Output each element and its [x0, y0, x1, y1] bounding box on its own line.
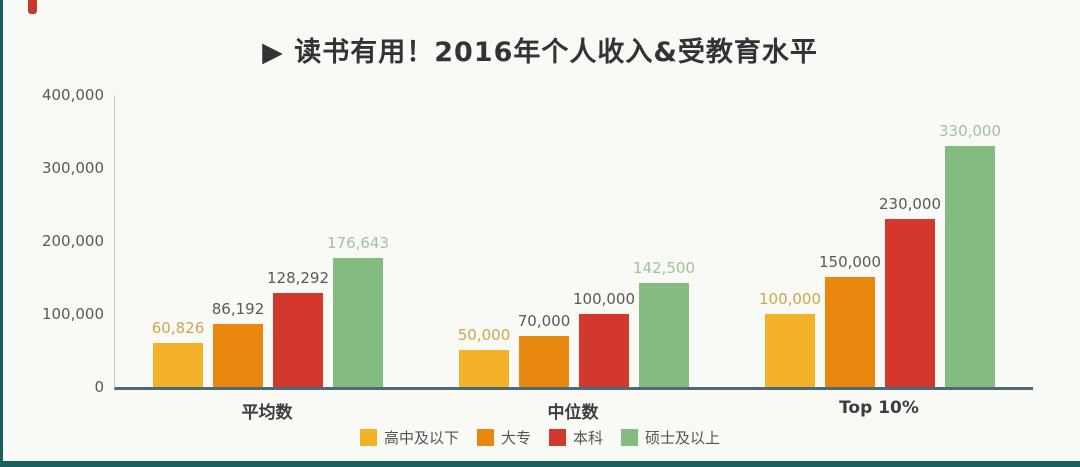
left-border-accent [0, 0, 3, 467]
legend-label: 本科 [573, 429, 604, 447]
y-axis: 400,000 300,000 200,000 100,000 0 [0, 86, 104, 396]
bar-高中及以下: 60,826 [152, 319, 204, 387]
bar-group: 50,000 70,000 100,000 142,500 [421, 95, 727, 387]
bar-硕士及以上: 330,000 [939, 122, 1001, 387]
legend-swatch [476, 429, 494, 446]
bar-本科: 100,000 [573, 290, 635, 387]
legend-swatch [549, 429, 566, 446]
bar-value-label: 50,000 [457, 326, 511, 344]
bar-value-label: 70,000 [517, 312, 571, 330]
bar-value-label: 60,826 [151, 319, 205, 337]
bar-高中及以下: 50,000 [458, 326, 510, 387]
category-label: Top 10% [839, 398, 919, 418]
chart-title: ▶ 读书有用！2016年个人收入&受教育水平 [262, 37, 818, 68]
bar-value-label: 142,500 [632, 259, 696, 277]
bar-value-label: 100,000 [572, 290, 636, 308]
x-axis: 平均数 中位数 Top 10% [114, 398, 1032, 423]
bar-本科: 230,000 [879, 195, 941, 387]
y-tick-label: 100,000 [41, 305, 104, 323]
bar-value-label: 150,000 [818, 253, 882, 271]
bar-value-label: 176,643 [326, 234, 390, 252]
legend-swatch [621, 429, 639, 446]
bar-高中及以下: 100,000 [759, 290, 821, 387]
legend-swatch [359, 429, 377, 446]
y-tick-label: 0 [94, 378, 104, 396]
bottom-border-accent [0, 461, 1080, 467]
legend-label: 高中及以下 [383, 429, 459, 447]
legend-item: 高中及以下 [359, 427, 459, 448]
bar-硕士及以上: 176,643 [327, 234, 389, 387]
bar-value-label: 330,000 [938, 122, 1002, 140]
bar-value-label: 128,292 [266, 269, 330, 287]
legend-item: 大专 [476, 427, 531, 448]
bar-本科: 128,292 [267, 269, 329, 387]
bar-硕士及以上: 142,500 [633, 259, 695, 387]
category-label: 平均数 [241, 403, 293, 423]
bar-value-label: 230,000 [878, 195, 942, 213]
corner-mark [28, 0, 37, 14]
legend-label: 大专 [500, 429, 531, 447]
bar-group: 100,000 150,000 230,000 330,000 [727, 95, 1033, 387]
bar-value-label: 86,192 [211, 300, 265, 318]
legend-item: 本科 [549, 427, 603, 448]
legend-label: 硕士及以上 [645, 429, 721, 447]
y-tick-label: 300,000 [41, 159, 104, 177]
y-tick-label: 200,000 [41, 232, 104, 250]
y-tick-label: 400,000 [41, 86, 104, 104]
bar-大专: 70,000 [518, 312, 570, 387]
category-label: 中位数 [547, 403, 599, 423]
bar-group: 60,826 86,192 128,292 176,643 [115, 95, 421, 387]
legend: 高中及以下 大专 本科 硕士及以上 [0, 427, 1080, 448]
legend-item: 硕士及以上 [621, 427, 720, 448]
bar-value-label: 100,000 [758, 290, 822, 308]
bar-大专: 150,000 [819, 253, 881, 387]
bar-大专: 86,192 [212, 300, 264, 387]
plot-area: 60,826 86,192 128,292 176,643 50,000 70,000 10… [114, 95, 1033, 390]
